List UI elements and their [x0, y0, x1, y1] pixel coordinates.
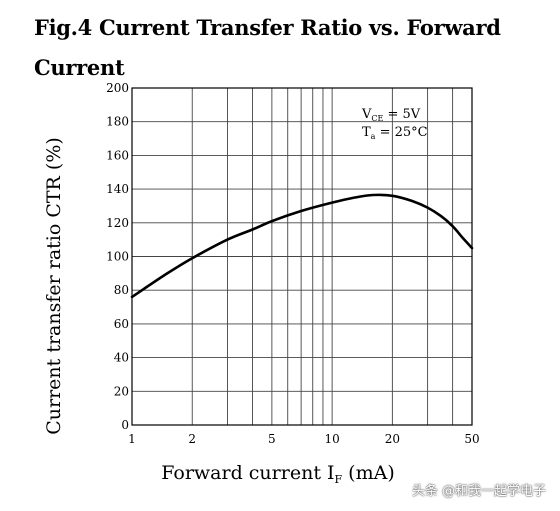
y-tick-label: 0 [121, 418, 129, 432]
y-tick-label: 120 [106, 216, 129, 230]
ctr-curve [130, 193, 474, 299]
condition-vce: VCE = 5V [361, 107, 421, 123]
x-tick-label: 10 [324, 432, 339, 446]
grid-lines [132, 88, 472, 425]
condition-ta: Ta = 25°C [362, 125, 428, 141]
x-tick-label: 5 [268, 432, 276, 446]
y-tick-label: 180 [106, 115, 129, 129]
x-tick-labels: 1 2 5 10 20 50 [128, 432, 479, 446]
chart-title: Fig.4 Current Transfer Ratio vs. Forward… [34, 15, 501, 80]
y-tick-label: 80 [114, 283, 129, 297]
y-axis-label: Current transfer ratio CTR (%) [43, 137, 65, 435]
y-tick-label: 20 [114, 384, 129, 398]
x-tick-label: 20 [385, 432, 400, 446]
y-tick-label: 100 [106, 250, 129, 264]
y-tick-label: 160 [106, 148, 129, 162]
y-tick-labels: 0 20 40 60 80 100 120 140 160 180 200 [106, 81, 129, 432]
y-tick-label: 40 [114, 351, 129, 365]
x-axis-label: Forward current IF (mA) [161, 462, 395, 486]
plot-frame [131, 87, 473, 426]
x-tick-label: 2 [188, 432, 196, 446]
watermark: 头条 @和我一起学电子 [411, 484, 546, 499]
y-tick-label: 60 [114, 317, 129, 331]
x-tick-label: 1 [128, 432, 136, 446]
x-tick-label: 50 [464, 432, 479, 446]
y-tick-label: 200 [106, 81, 129, 95]
y-tick-label: 140 [106, 182, 129, 196]
